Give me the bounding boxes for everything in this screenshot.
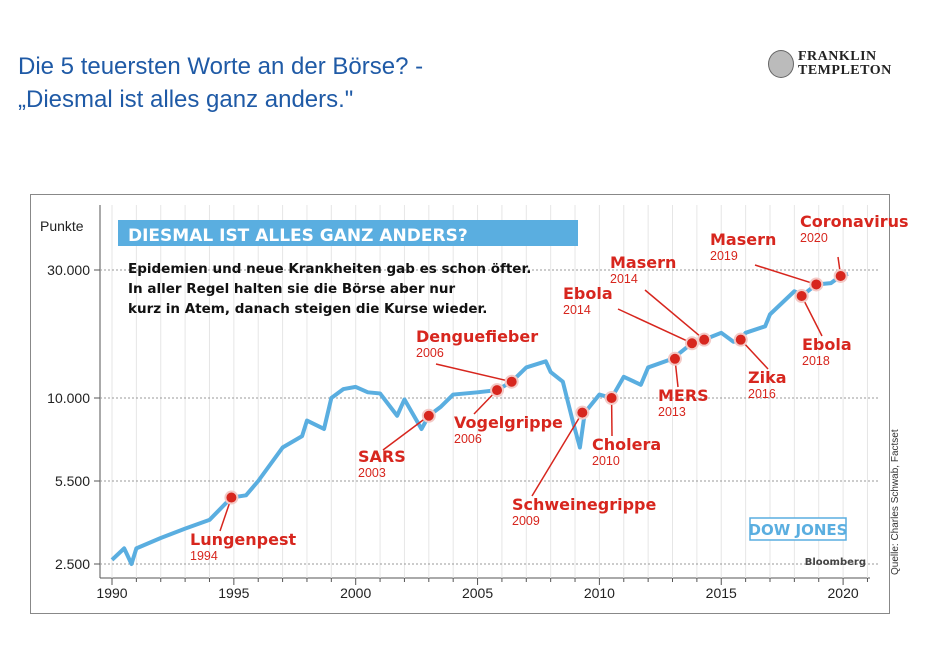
event-marker xyxy=(733,332,748,347)
event-year: 1994 xyxy=(190,549,218,563)
event-year: 2006 xyxy=(454,432,482,446)
franklin-templeton-logo: FRANKLIN TEMPLETON xyxy=(768,50,892,78)
portrait-icon xyxy=(768,50,794,78)
event-label: Masern xyxy=(610,253,676,272)
event-marker xyxy=(697,332,712,347)
event-marker xyxy=(421,408,436,423)
x-tick-label: 2020 xyxy=(828,585,859,601)
chart-subtitle-line: kurz in Atem, danach steigen die Kurse w… xyxy=(128,301,487,317)
event-leader-line xyxy=(531,412,583,497)
source-note: Quelle: Charles Schwab, Factset xyxy=(890,429,901,575)
slide-title-line1: Die 5 teuersten Worte an der Börse? - xyxy=(18,53,424,80)
bloomberg-credit: Bloomberg xyxy=(805,557,866,568)
event-year: 2016 xyxy=(748,387,776,401)
event-marker xyxy=(685,336,700,351)
event-label: Schweinegrippe xyxy=(512,495,656,514)
event-leader-line xyxy=(382,415,430,451)
event-leader-line xyxy=(801,295,823,337)
slide-title-line2: „Diesmal ist alles ganz anders." xyxy=(18,86,354,113)
x-tick-label: 2015 xyxy=(706,585,737,601)
event-marker xyxy=(604,391,619,405)
chart-subtitle-line: In aller Regel halten sie die Börse aber… xyxy=(128,281,455,297)
dow-jones-line xyxy=(110,272,849,566)
x-tick-label: 2000 xyxy=(340,585,371,601)
event-marker xyxy=(809,277,824,292)
event-label: Vogelgrippe xyxy=(454,413,563,432)
event-marker xyxy=(833,268,848,283)
event-year: 2013 xyxy=(658,405,686,419)
event-marker xyxy=(224,490,239,505)
event-year: 2019 xyxy=(710,249,738,263)
event-marker xyxy=(794,288,809,303)
y-tick-label: 10.000 xyxy=(47,390,90,406)
event-label: Masern xyxy=(710,230,776,249)
event-label: Ebola xyxy=(802,335,852,354)
event-year: 2003 xyxy=(358,466,386,480)
event-label: Coronavirus xyxy=(800,212,909,231)
event-year: 2020 xyxy=(800,231,828,245)
chart-subtitle-line: Epidemien und neue Krankheiten gab es sc… xyxy=(128,261,531,277)
y-axis-label: Punkte xyxy=(40,218,84,234)
event-year: 2014 xyxy=(610,272,638,286)
event-marker xyxy=(667,351,682,366)
logo-line1: FRANKLIN xyxy=(798,49,877,64)
legend-label: DOW JONES xyxy=(749,521,848,539)
event-marker xyxy=(504,374,519,389)
event-label: Denguefieber xyxy=(416,327,538,346)
event-leader-line xyxy=(644,289,705,341)
event-year: 2009 xyxy=(512,514,540,528)
event-label: SARS xyxy=(358,447,406,466)
event-year: 2014 xyxy=(563,303,591,317)
chart-title: DIESMAL IST ALLES GANZ ANDERS? xyxy=(128,226,468,246)
event-label: Cholera xyxy=(592,435,661,454)
y-tick-label: 2.500 xyxy=(55,556,90,572)
event-leader-line xyxy=(435,363,512,383)
title-banner xyxy=(118,220,578,246)
event-label: Lungenpest xyxy=(190,530,297,549)
y-tick-label: 30.000 xyxy=(47,262,90,278)
event-label: MERS xyxy=(658,386,709,405)
event-label: Zika xyxy=(748,368,787,387)
event-label: Ebola xyxy=(563,284,613,303)
event-leader-line xyxy=(754,264,817,286)
event-marker xyxy=(575,405,590,420)
logo-line2: TEMPLETON xyxy=(798,63,892,78)
y-tick-label: 5.500 xyxy=(55,473,90,489)
event-year: 2006 xyxy=(416,346,444,360)
event-year: 2018 xyxy=(802,354,830,368)
event-marker xyxy=(490,383,505,398)
x-tick-label: 2005 xyxy=(462,585,493,601)
x-tick-label: 2010 xyxy=(584,585,615,601)
x-tick-label: 1995 xyxy=(218,585,249,601)
event-leader-line xyxy=(617,308,693,344)
legend-box xyxy=(749,517,847,541)
slide-title: Die 5 teuersten Worte an der Börse? - „D… xyxy=(18,50,423,116)
chart-frame xyxy=(30,194,890,614)
event-year: 2010 xyxy=(592,454,620,468)
x-tick-label: 1990 xyxy=(96,585,127,601)
